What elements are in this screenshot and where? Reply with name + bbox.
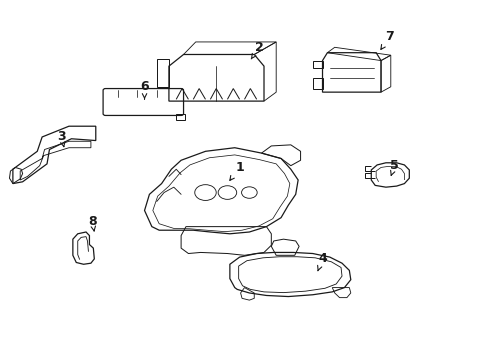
Text: 6: 6 — [140, 80, 148, 99]
Text: 8: 8 — [88, 215, 97, 231]
Text: 2: 2 — [251, 41, 263, 59]
Text: 4: 4 — [317, 252, 326, 271]
Text: 1: 1 — [229, 161, 244, 180]
Text: 5: 5 — [389, 159, 398, 175]
Text: 7: 7 — [380, 30, 393, 49]
Text: 3: 3 — [57, 130, 66, 147]
